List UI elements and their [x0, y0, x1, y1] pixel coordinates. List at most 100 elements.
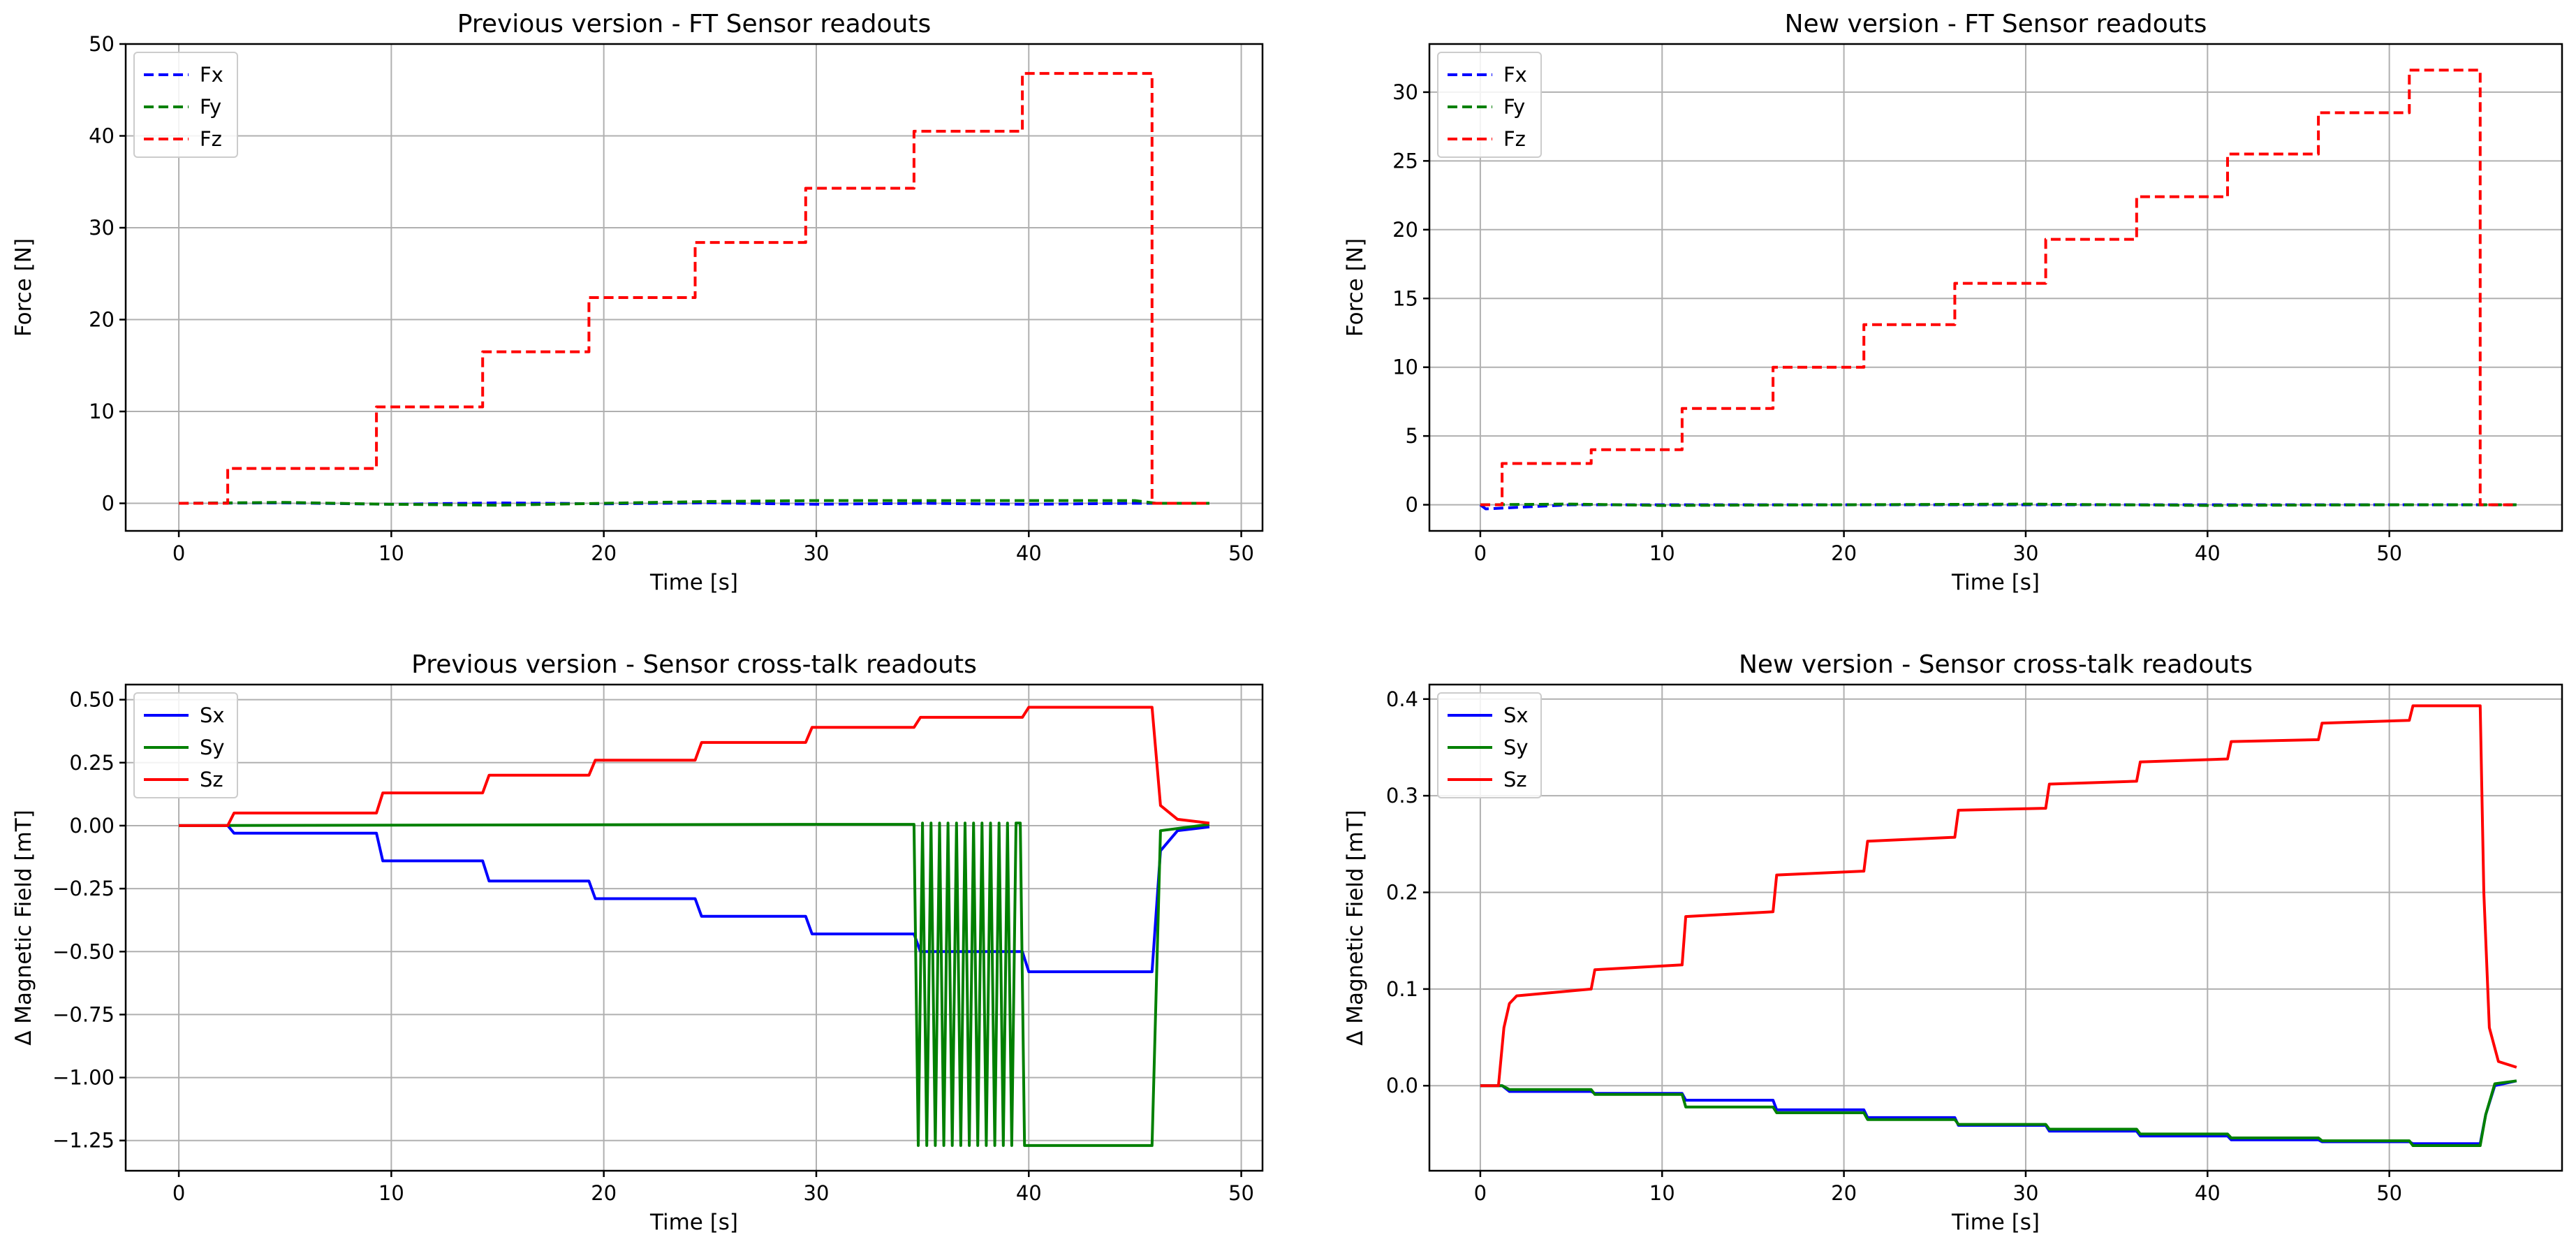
y-tick-label: 0.50	[69, 688, 115, 712]
chart-new-ft: 0 10 20 30 40 50 0 5 10 15 20 25 30 New version - FT …	[1343, 10, 2563, 595]
legend-label-sx: Sx	[200, 703, 225, 727]
y-tick-label: 20	[1392, 218, 1418, 242]
x-tick-label: 0	[1474, 1181, 1487, 1205]
series-sx-line	[179, 824, 1210, 974]
series-fz-line	[1480, 68, 2517, 506]
legend-box	[1437, 52, 1542, 158]
legend-label-fz: Fz	[200, 127, 222, 151]
y-tick-label: 25	[1392, 149, 1418, 173]
legend-label-sz: Sz	[200, 768, 223, 791]
x-tick-label: 30	[2013, 1181, 2039, 1205]
x-tick-label: 20	[1831, 1181, 1857, 1205]
legend-box	[133, 52, 238, 158]
y-tick-label: 0.2	[1386, 880, 1418, 904]
series-group	[1480, 704, 2517, 1147]
legend-label-fy: Fy	[200, 95, 221, 119]
series-sx-line	[1480, 1079, 2517, 1146]
x-tick-label: 10	[378, 1181, 404, 1205]
y-tick-label: −1.00	[52, 1066, 115, 1090]
x-tick-label: 0	[172, 541, 185, 565]
x-axis-label: Time [s]	[649, 570, 738, 595]
y-tick-label: 15	[1392, 286, 1418, 310]
x-tick-label: 0	[172, 1181, 185, 1205]
series-group	[1479, 68, 2517, 511]
legend-label-fx: Fx	[200, 63, 223, 87]
legend: Fx Fy Fz	[133, 52, 238, 158]
legend-label-fz: Fz	[1503, 127, 1526, 151]
x-axis-label: Time [s]	[649, 1210, 738, 1235]
chart-title: Previous version - Sensor cross-talk rea…	[411, 650, 977, 679]
x-tick-label: 20	[1831, 541, 1857, 565]
x-tick-label: 40	[2195, 1181, 2221, 1205]
x-tick-label: 0	[1474, 541, 1487, 565]
x-tick-label: 20	[591, 1181, 617, 1205]
y-tick-label: 0.4	[1386, 687, 1418, 711]
series-group	[179, 706, 1210, 1147]
y-tick-label: −0.25	[52, 877, 115, 900]
y-tick-label: 30	[89, 216, 115, 240]
y-tick-label: 50	[89, 32, 115, 56]
chart-prev-xtalk: 0 10 20 30 40 50 −1.25 −1.00 −0.75 −0.50 −0.25 0.00…	[11, 650, 1264, 1235]
legend-label-sz: Sz	[1503, 768, 1527, 791]
series-sz-line	[1480, 704, 2517, 1088]
y-tick-label: 0.0	[1386, 1074, 1418, 1097]
y-axis-label: Δ Magnetic Field [mT]	[1343, 810, 1368, 1046]
y-tick-label: 0	[1406, 493, 1418, 517]
plot-frame	[1428, 43, 2563, 532]
x-tick-label: 20	[591, 541, 617, 565]
legend-label-sy: Sy	[200, 736, 225, 759]
chart-title: Previous version - FT Sensor readouts	[457, 10, 931, 38]
series-sy-line	[179, 821, 1210, 1147]
series-fy-line	[179, 499, 1209, 507]
y-axis-label: Force [N]	[1343, 238, 1368, 337]
series-fy-line	[1480, 502, 2517, 507]
y-tick-label: 5	[1406, 424, 1418, 448]
legend: Sx Sy Sz	[1437, 692, 1542, 798]
y-tick-label: 0.1	[1386, 977, 1418, 1001]
plot-frame	[124, 683, 1264, 1172]
plot-frame	[124, 43, 1264, 532]
y-tick-label: 30	[1392, 80, 1418, 104]
chart-prev-ft: 0 10 20 30 40 50 0 10 20 30 40 50 Previous version -…	[11, 10, 1264, 595]
chart-title: New version - FT Sensor readouts	[1785, 10, 2207, 38]
series-sy-line	[1480, 1079, 2517, 1147]
legend-label-fx: Fx	[1503, 63, 1527, 87]
legend-label-sy: Sy	[1503, 736, 1529, 759]
y-tick-label: 0	[102, 492, 115, 516]
legend-label-sx: Sx	[1503, 703, 1529, 727]
series-fz-line	[179, 72, 1209, 505]
x-tick-label: 50	[2376, 1181, 2402, 1205]
legend-box	[1437, 692, 1542, 798]
plot-frame	[1428, 683, 2563, 1172]
y-tick-label: 10	[89, 400, 115, 423]
x-tick-label: 50	[1228, 541, 1254, 565]
x-tick-label: 30	[2013, 541, 2039, 565]
legend-box	[133, 692, 238, 798]
x-axis-label: Time [s]	[1951, 1210, 2040, 1235]
chart-title: New version - Sensor cross-talk readouts	[1739, 650, 2253, 679]
series-sz-line	[179, 706, 1210, 827]
x-tick-label: 50	[2376, 541, 2402, 565]
legend: Fx Fy Fz	[1437, 52, 1542, 158]
x-axis-label: Time [s]	[1951, 570, 2040, 595]
x-tick-label: 30	[804, 541, 830, 565]
y-tick-label: 40	[89, 124, 115, 148]
y-tick-label: −0.75	[52, 1002, 115, 1026]
x-tick-label: 40	[1016, 541, 1042, 565]
x-tick-label: 10	[1649, 1181, 1675, 1205]
x-tick-label: 50	[1228, 1181, 1254, 1205]
y-tick-label: 20	[89, 308, 115, 332]
y-tick-label: −1.25	[52, 1129, 115, 1153]
chart-new-xtalk: 0 10 20 30 40 50 0.0 0.1 0.2 0.3 0.4 New version - …	[1343, 650, 2563, 1235]
y-axis-label: Δ Magnetic Field [mT]	[11, 810, 36, 1046]
x-tick-label: 10	[1649, 541, 1675, 565]
y-tick-label: 0.00	[69, 814, 115, 838]
y-axis-label: Force [N]	[11, 238, 36, 337]
series-group	[179, 72, 1209, 507]
x-tick-label: 30	[804, 1181, 830, 1205]
y-tick-label: −0.50	[52, 940, 115, 963]
y-tick-label: 0.3	[1386, 784, 1418, 808]
y-tick-label: 0.25	[69, 751, 115, 775]
legend-label-fy: Fy	[1503, 95, 1525, 119]
y-tick-label: 10	[1392, 356, 1418, 379]
